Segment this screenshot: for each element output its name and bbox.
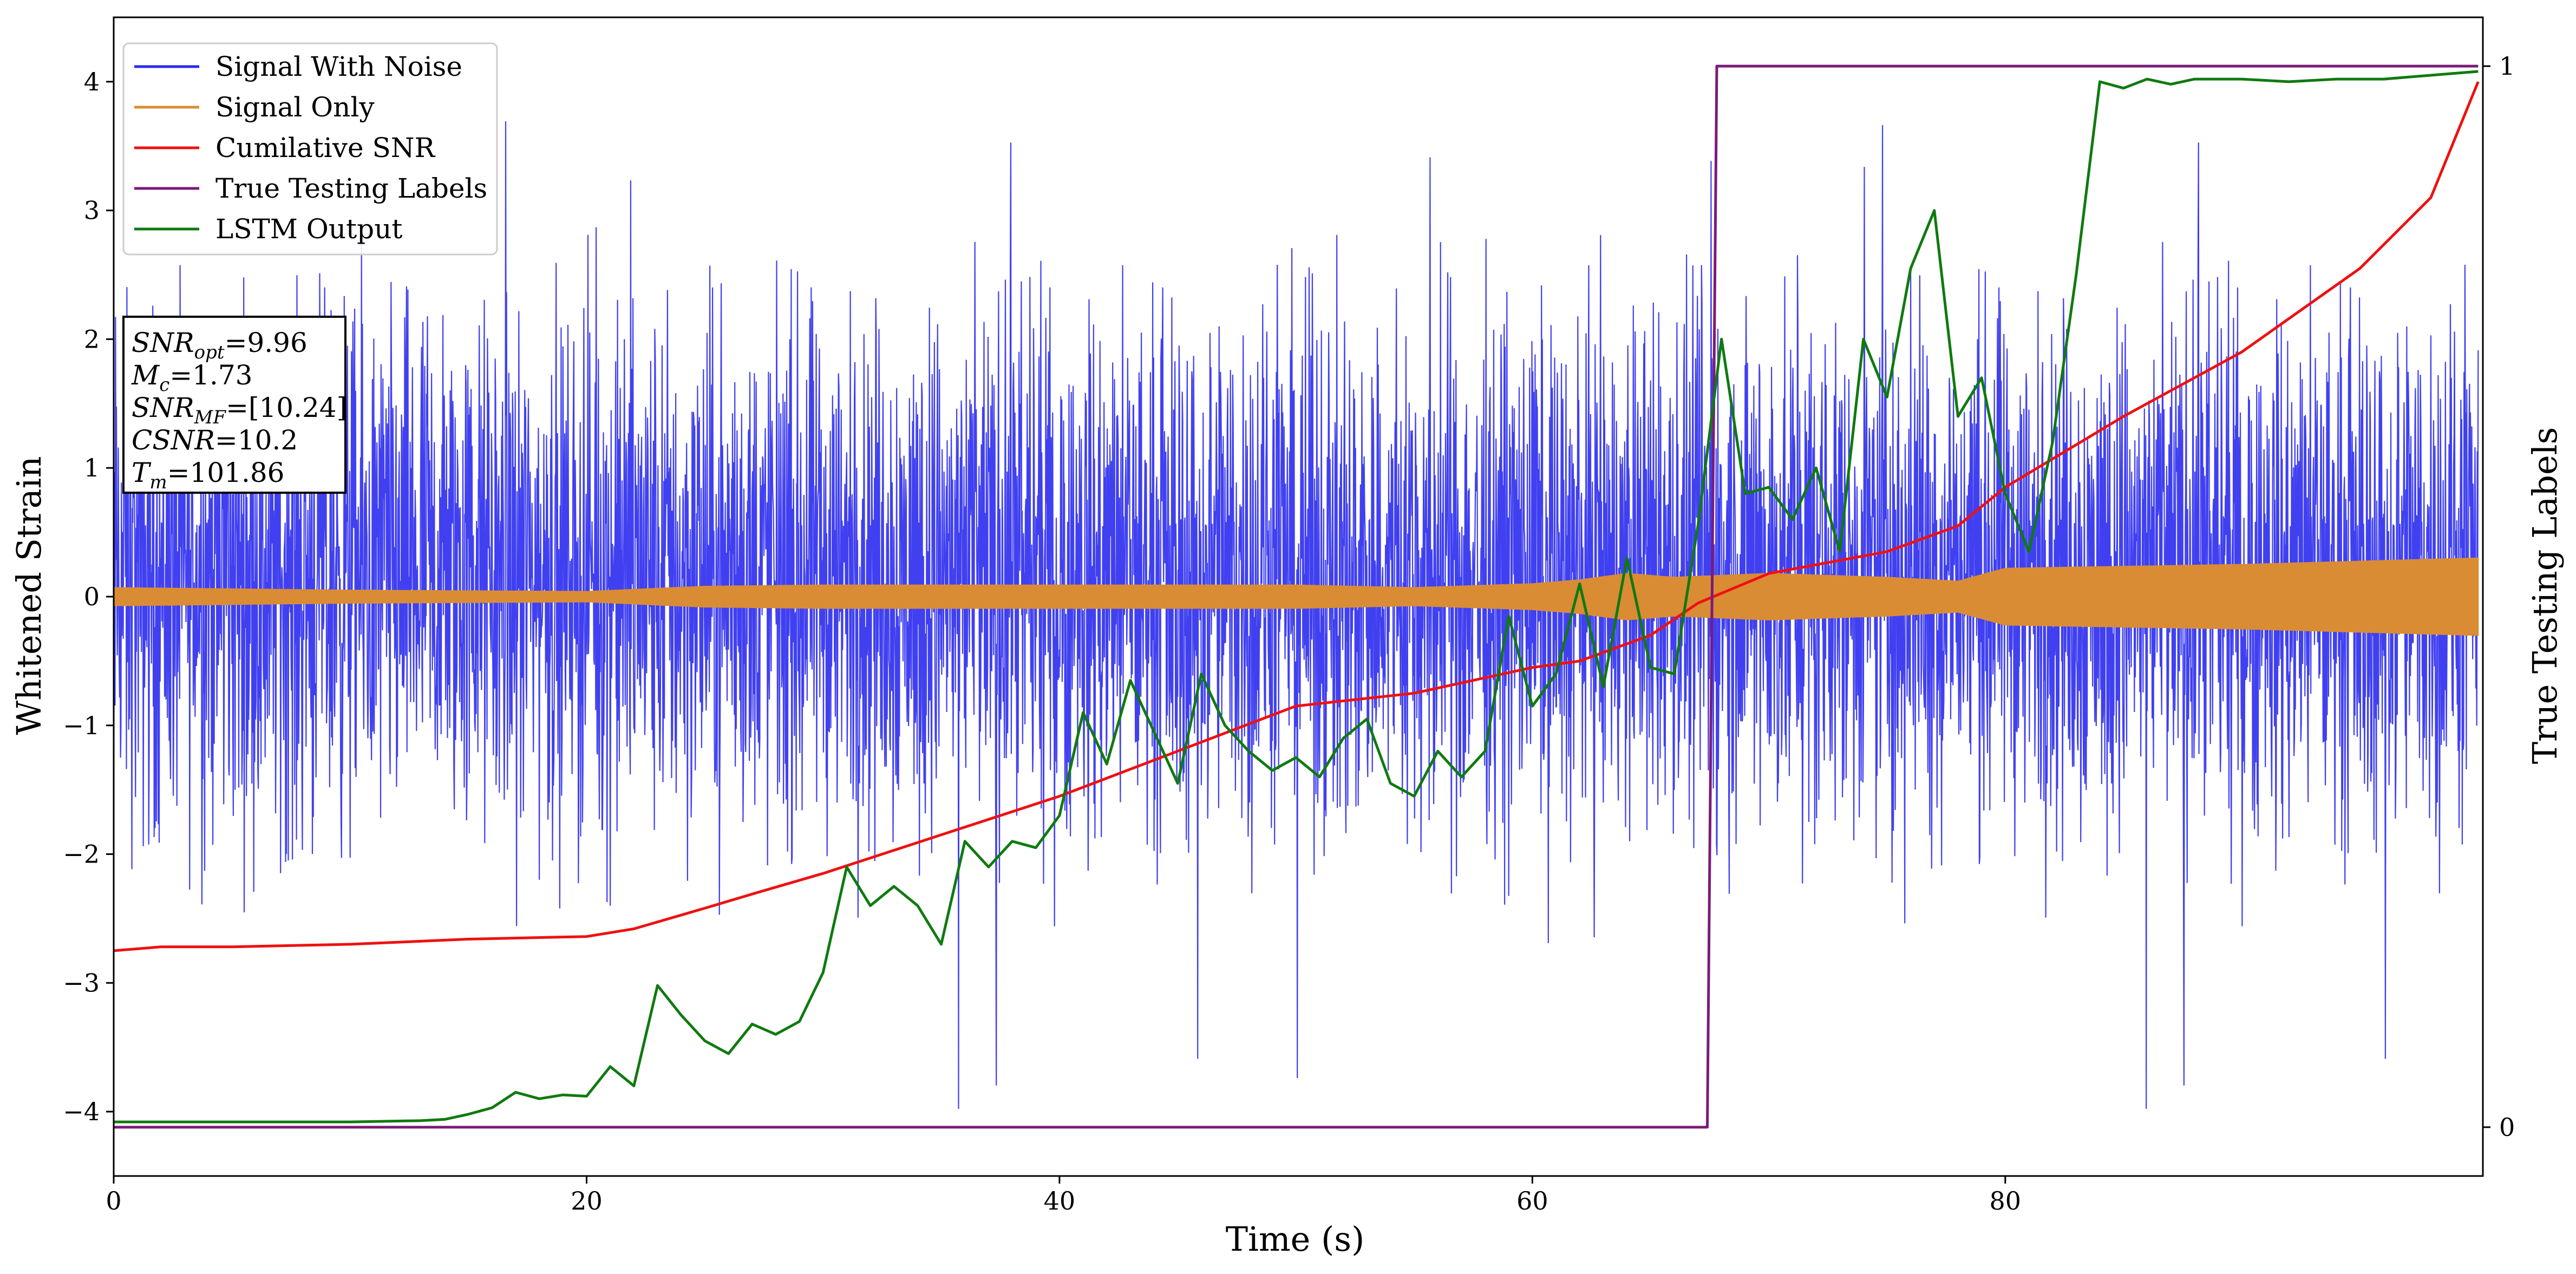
series-signal-with-noise <box>114 121 2479 1109</box>
y-tick-label--4: −4 <box>63 1097 100 1126</box>
y-tick-label-1: 1 <box>84 453 100 482</box>
series-signal-only <box>114 557 2479 636</box>
series-cumilative-snr <box>114 81 2480 952</box>
y-tick-label-3: 3 <box>84 196 100 225</box>
y-tick-label--3: −3 <box>63 968 100 997</box>
x-tick-label-40: 40 <box>1044 1186 1076 1216</box>
x-axis-label: Time (s) <box>1226 1219 1365 1259</box>
y-tick-label--2: −2 <box>63 840 100 869</box>
legend-frame <box>122 42 498 256</box>
y-tick-label-0: 0 <box>84 582 100 611</box>
series-true-testing-labels <box>114 64 2479 1129</box>
legend-label-signal-only: Signal Only <box>215 92 375 123</box>
y-axis-label: Whitened Strain <box>9 456 49 735</box>
y-tick-label-2: 2 <box>84 324 100 354</box>
series-layer <box>114 64 2480 1129</box>
series-lstm-output <box>114 70 2479 1123</box>
y2-tick-label-0: 0 <box>2499 1113 2515 1142</box>
legend-label-lstm-output: LSTM Output <box>215 213 402 245</box>
info-line-tm: Tm=101.86 <box>132 457 284 493</box>
info-line-snr-mf: SNRMF=[10.24] <box>132 392 347 428</box>
y2-tick-label-1: 1 <box>2499 51 2515 81</box>
y2-axis-label: True Testing Labels <box>2525 427 2565 765</box>
legend-label-signal-with-noise: Signal With Noise <box>215 51 462 82</box>
legend-label-true-testing-labels: True Testing Labels <box>215 173 487 204</box>
legend-label-cumilative-snr: Cumilative SNR <box>215 132 435 164</box>
info-line-chirp-mass: Mc=1.73 <box>131 360 252 396</box>
info-box-frame <box>122 316 346 494</box>
info-box: SNRopt=9.96 Mc=1.73 SNRMF=[10.24] CSNR=1… <box>122 316 347 494</box>
x-tick-label-0: 0 <box>106 1186 121 1216</box>
x-tick-label-20: 20 <box>571 1186 603 1216</box>
info-line-snr-opt: SNRopt=9.96 <box>132 327 308 363</box>
info-line-csnr: CSNR=10.2 <box>132 424 298 456</box>
x-tick-label-60: 60 <box>1516 1186 1548 1216</box>
y-tick-label-4: 4 <box>84 67 100 96</box>
legend: Signal With Noise Signal Only Cumilative… <box>122 42 498 256</box>
x-tick-label-80: 80 <box>1990 1186 2022 1216</box>
y-tick-label--1: −1 <box>63 711 100 740</box>
